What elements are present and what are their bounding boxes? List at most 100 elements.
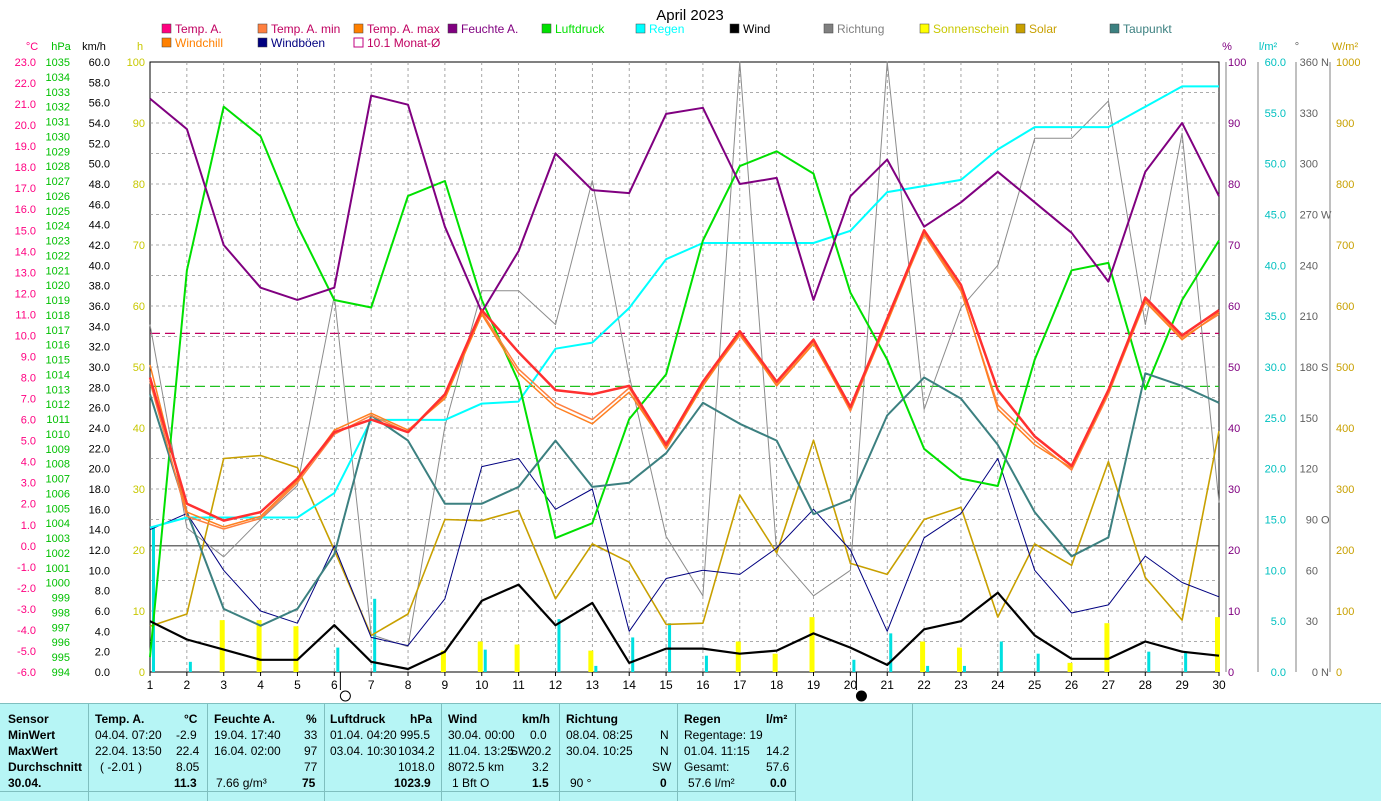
row-label-min: MinWert xyxy=(8,728,56,742)
row-label-max: MaxWert xyxy=(8,744,58,758)
pressure-tick-label: 998 xyxy=(52,607,70,619)
x-tick-label: 27 xyxy=(1102,678,1116,692)
axis-unit-direction: ° xyxy=(1295,41,1299,53)
temp-tick-label: 15.0 xyxy=(15,225,36,237)
sunshine-bar xyxy=(1215,617,1220,672)
wind-tick-label: 8.0 xyxy=(95,586,110,598)
axis-unit-temp: °C xyxy=(26,41,38,53)
sunshine-bar xyxy=(809,617,815,672)
temp-tick-label: 17.0 xyxy=(15,183,36,195)
row-label-sensor: Sensor xyxy=(8,712,49,726)
sunshine-bar xyxy=(1067,662,1073,672)
panel-divider xyxy=(324,704,325,801)
rain-days: Regentage: 19 xyxy=(684,728,763,742)
rain-bar xyxy=(1147,651,1151,672)
full-moon-icon xyxy=(339,690,351,702)
legend-label: Richtung xyxy=(837,22,884,36)
x-tick-label: 30 xyxy=(1212,678,1226,692)
pressure-unit: hPa xyxy=(410,712,433,726)
direction-tick-label: 300 xyxy=(1300,159,1318,171)
sunshine-bar xyxy=(293,626,299,672)
humidity-max-val: 97 xyxy=(304,744,318,758)
pressure-tick-label: 1031 xyxy=(46,117,70,129)
wind-header: Wind xyxy=(448,712,478,726)
rain-tick-label: 50.0 xyxy=(1265,159,1286,171)
panel-divider xyxy=(912,704,913,801)
x-tick-label: 3 xyxy=(220,678,227,692)
axis-unit-sunshine: h xyxy=(137,41,143,53)
sunshine-bar xyxy=(514,644,520,672)
sunshine-tick-label: 100 xyxy=(127,57,145,69)
sunshine-tick-label: 50 xyxy=(133,362,145,374)
legend-swatch xyxy=(729,23,740,34)
x-tick-label: 15 xyxy=(659,678,673,692)
direction-tick-label: 210 xyxy=(1300,311,1318,323)
pressure-tick-label: 1003 xyxy=(46,533,70,545)
humidity-tick-label: 100 xyxy=(1228,57,1246,69)
wind-tick-label: 30.0 xyxy=(89,362,110,374)
pressure-tick-label: 1021 xyxy=(46,265,70,277)
solar-tick-label: 500 xyxy=(1336,362,1354,374)
rain-tick-label: 40.0 xyxy=(1265,260,1286,272)
solar-tick-label: 700 xyxy=(1336,240,1354,252)
direction-tick-label: 60 xyxy=(1306,565,1318,577)
legend-swatch xyxy=(353,37,364,48)
x-tick-label: 4 xyxy=(257,678,264,692)
x-tick-label: 2 xyxy=(184,678,191,692)
pressure-tick-label: 997 xyxy=(52,622,70,634)
solar-tick-label: 200 xyxy=(1336,545,1354,557)
rain-tick-label: 15.0 xyxy=(1265,515,1286,527)
temp-tick-label: 20.0 xyxy=(15,120,36,132)
wind-tick-label: 6.0 xyxy=(95,606,110,618)
pressure-tick-label: 1000 xyxy=(46,578,70,590)
wind-tick-label: 48.0 xyxy=(89,179,110,191)
x-tick-label: 12 xyxy=(549,678,563,692)
panel-divider xyxy=(559,704,560,801)
pressure-tick-label: 1028 xyxy=(46,161,70,173)
wind-tick-label: 14.0 xyxy=(89,525,110,537)
x-tick-label: 7 xyxy=(368,678,375,692)
x-tick-label: 28 xyxy=(1139,678,1153,692)
temp-tick-label: 6.0 xyxy=(21,415,36,427)
pressure-tick-label: 1006 xyxy=(46,488,70,500)
wind-tick-label: 58.0 xyxy=(89,77,110,89)
legend-label: Taupunkt xyxy=(1123,22,1172,36)
temp-avg-note: ( -2.01 ) xyxy=(100,760,143,774)
legend-swatch xyxy=(541,23,552,34)
wind-tick-label: 52.0 xyxy=(89,138,110,150)
pressure-tick-label: 1025 xyxy=(46,206,70,218)
chart-title: April 2023 xyxy=(656,7,724,24)
pressure-tick-label: 1014 xyxy=(46,369,70,381)
direction-tick-label: 180 xyxy=(1300,362,1318,374)
panel-divider xyxy=(441,704,442,801)
temp-avg-val: 8.05 xyxy=(176,760,200,774)
temp-tick-label: 12.0 xyxy=(15,288,36,300)
wind-tick-label: 38.0 xyxy=(89,281,110,293)
wind-today-note: 1 Bft O xyxy=(452,776,490,790)
x-tick-label: 19 xyxy=(807,678,821,692)
direction-avg-val: SW xyxy=(652,760,672,774)
humidity-tick-label: 10 xyxy=(1228,606,1240,618)
x-tick-label: 11 xyxy=(512,678,525,692)
solar-tick-label: 300 xyxy=(1336,484,1354,496)
x-tick-label: 5 xyxy=(294,678,301,692)
wind-avg-val: 3.2 xyxy=(532,760,549,774)
direction-tick-label: 240 xyxy=(1300,260,1318,272)
pressure-tick-label: 999 xyxy=(52,593,70,605)
rain-bar xyxy=(483,649,487,672)
sunshine-bar xyxy=(440,650,446,672)
rain-bar xyxy=(336,647,340,672)
sunshine-bar xyxy=(1104,623,1110,672)
series-temp-a-min-line xyxy=(149,233,1220,530)
x-tick-label: 8 xyxy=(405,678,412,692)
wind-max-dir: SW xyxy=(510,744,530,758)
legend-label: Windchill xyxy=(175,36,223,50)
direction-tick-label: 150 xyxy=(1300,413,1318,425)
direction-min-time: 08.04. 08:25 xyxy=(566,728,633,742)
pressure-tick-label: 1009 xyxy=(46,444,70,456)
rain-tick-label: 45.0 xyxy=(1265,210,1286,222)
legend-label: Windböen xyxy=(271,36,325,50)
direction-tick-label: 90 xyxy=(1306,515,1318,527)
rain-tick-label: 25.0 xyxy=(1265,413,1286,425)
pressure-tick-label: 1033 xyxy=(46,87,70,99)
